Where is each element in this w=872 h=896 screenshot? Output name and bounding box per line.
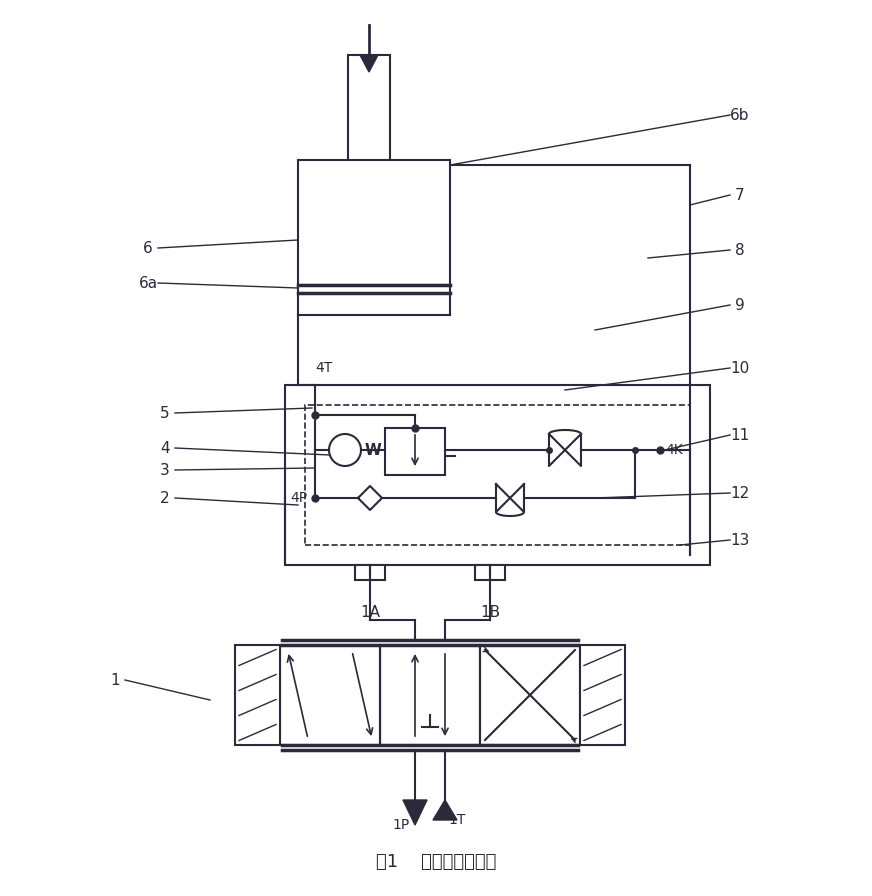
Text: W: W xyxy=(365,443,382,458)
Text: 图1    平衡阀组结构图: 图1 平衡阀组结构图 xyxy=(376,853,496,871)
Text: 3: 3 xyxy=(160,462,170,478)
Text: 1A: 1A xyxy=(360,605,380,620)
Text: 11: 11 xyxy=(731,427,750,443)
Text: 7: 7 xyxy=(735,187,745,202)
Polygon shape xyxy=(510,484,524,512)
Text: 1: 1 xyxy=(110,673,119,687)
Text: 1B: 1B xyxy=(480,605,500,620)
Text: 6b: 6b xyxy=(730,108,750,123)
Bar xyxy=(348,55,390,165)
Bar xyxy=(280,645,380,745)
Bar xyxy=(298,160,450,285)
Text: 4K: 4K xyxy=(665,443,683,457)
Polygon shape xyxy=(496,484,510,512)
Polygon shape xyxy=(549,434,565,466)
Text: 13: 13 xyxy=(731,532,750,547)
Text: 1T: 1T xyxy=(448,813,466,827)
Bar xyxy=(305,405,690,545)
Text: 12: 12 xyxy=(731,486,750,501)
Polygon shape xyxy=(360,55,378,72)
Polygon shape xyxy=(433,800,457,820)
Bar xyxy=(580,645,625,745)
Bar xyxy=(380,645,480,745)
Text: 5: 5 xyxy=(160,406,170,420)
Text: 6a: 6a xyxy=(139,275,158,290)
Text: 6: 6 xyxy=(143,240,153,255)
Text: 2: 2 xyxy=(160,490,170,505)
Polygon shape xyxy=(403,800,427,825)
Bar xyxy=(285,385,710,565)
Bar xyxy=(355,565,385,580)
Text: 10: 10 xyxy=(731,360,750,375)
Bar xyxy=(475,565,505,580)
Text: 1P: 1P xyxy=(392,818,410,832)
Text: 9: 9 xyxy=(735,297,745,313)
Bar xyxy=(480,645,580,745)
Text: 8: 8 xyxy=(735,243,745,257)
Text: 4T: 4T xyxy=(315,361,332,375)
Bar xyxy=(235,645,280,745)
Polygon shape xyxy=(565,434,581,466)
Bar xyxy=(385,428,445,475)
Text: 4P: 4P xyxy=(290,491,307,505)
Text: 4: 4 xyxy=(160,441,170,455)
